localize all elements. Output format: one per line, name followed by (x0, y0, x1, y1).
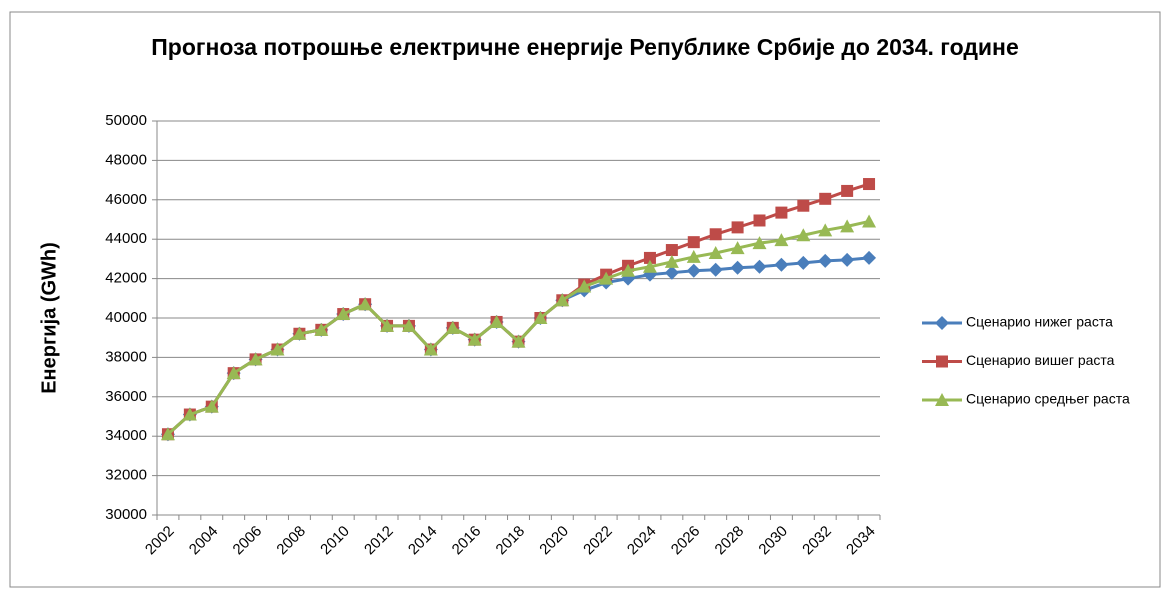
y-tick-label: 30000 (105, 506, 147, 523)
data-point (840, 219, 855, 233)
legend-label: Сценарио нижег раста (966, 314, 1113, 330)
data-point (731, 221, 744, 234)
data-point (423, 342, 438, 356)
data-point (664, 265, 679, 280)
data-point (730, 241, 745, 255)
data-point (775, 206, 788, 219)
data-point (774, 233, 789, 247)
data-point (709, 228, 722, 241)
data-point (664, 254, 679, 268)
chart-title: Прогноза потрошње електричне енергије Ре… (151, 34, 1019, 60)
data-point (863, 178, 876, 191)
legend-marker (935, 316, 949, 330)
data-point (467, 332, 482, 346)
data-point (752, 259, 767, 274)
data-point (841, 184, 854, 197)
data-point (819, 192, 832, 205)
y-tick-label: 32000 (105, 467, 147, 484)
data-point (818, 253, 833, 268)
y-tick-label: 36000 (105, 388, 147, 405)
data-point (204, 399, 219, 413)
data-point (489, 314, 504, 328)
y-axis-label: Енергија (GWh) (38, 242, 60, 394)
y-tick-label: 46000 (105, 191, 147, 208)
legend-label: Сценарио средњег раста (966, 391, 1130, 407)
y-tick-label: 34000 (105, 427, 147, 444)
data-point (511, 334, 526, 348)
data-point (665, 244, 678, 257)
data-point (708, 245, 723, 259)
legend-marker (935, 393, 949, 406)
data-point (686, 249, 701, 263)
y-tick-label: 50000 (105, 112, 147, 129)
y-tick-label: 48000 (105, 151, 147, 168)
data-point (380, 318, 395, 332)
data-point (336, 307, 351, 321)
data-point (708, 262, 723, 277)
data-point (533, 311, 548, 324)
y-tick-label: 40000 (105, 309, 147, 326)
data-point (643, 251, 656, 264)
data-point (862, 214, 877, 228)
legend-marker (936, 355, 948, 368)
data-point (730, 260, 745, 275)
data-point (314, 322, 329, 336)
data-point (445, 320, 460, 334)
data-point (774, 257, 789, 272)
data-point (862, 250, 877, 265)
y-tick-label: 38000 (105, 348, 147, 365)
data-point (292, 326, 307, 340)
data-point (797, 199, 810, 212)
data-point (687, 236, 700, 249)
data-point (599, 271, 614, 285)
data-point (358, 297, 373, 311)
y-tick-label: 42000 (105, 270, 147, 287)
data-point (555, 293, 570, 307)
data-point (796, 228, 811, 242)
data-point (752, 236, 767, 250)
y-tick-label: 44000 (105, 230, 147, 247)
data-point (621, 263, 636, 277)
legend-label: Сценарио вишег раста (966, 352, 1115, 368)
data-point (160, 427, 175, 441)
data-point (182, 407, 197, 421)
data-point (226, 366, 241, 380)
data-point (401, 318, 416, 332)
data-point (270, 342, 285, 356)
chart-frame (9, 11, 1161, 588)
data-point (753, 214, 766, 227)
data-point (577, 279, 592, 293)
data-point (248, 352, 263, 366)
data-point (796, 255, 811, 270)
data-point (686, 263, 701, 278)
data-point (818, 223, 833, 237)
data-point (642, 259, 657, 273)
data-point (840, 252, 855, 267)
